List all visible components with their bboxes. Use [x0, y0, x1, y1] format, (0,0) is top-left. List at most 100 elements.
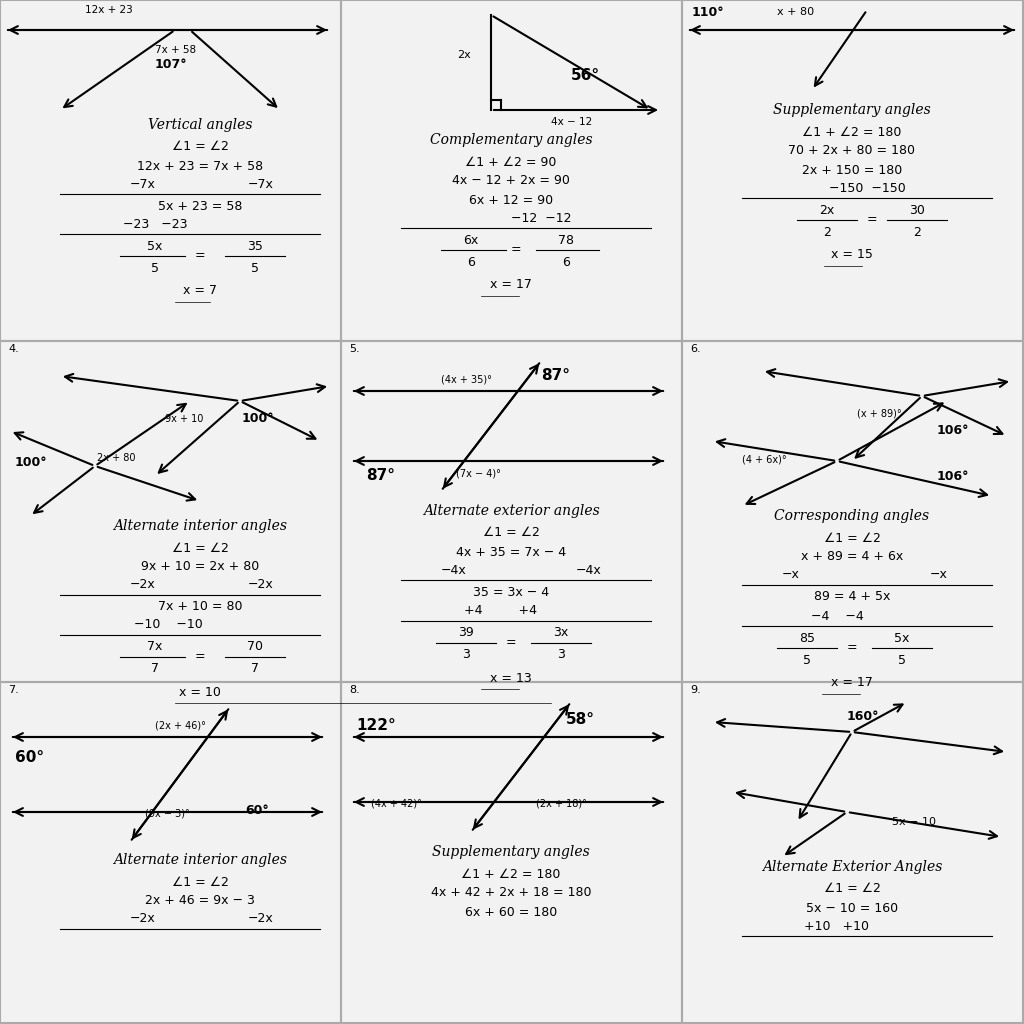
- Text: 12x + 23 = 7x + 58: 12x + 23 = 7x + 58: [137, 160, 263, 172]
- Text: 5: 5: [803, 653, 811, 667]
- Text: (9x − 3)°: (9x − 3)°: [145, 809, 189, 819]
- Text: 2x + 46 = 9x − 3: 2x + 46 = 9x − 3: [145, 895, 255, 907]
- Text: x = 17: x = 17: [831, 677, 872, 689]
- Text: 30: 30: [909, 204, 925, 216]
- Text: ∠1 + ∠2 = 90: ∠1 + ∠2 = 90: [465, 156, 557, 169]
- Text: 2x + 80: 2x + 80: [97, 453, 135, 463]
- Text: 6x: 6x: [464, 233, 478, 247]
- Text: −12  −12: −12 −12: [511, 212, 571, 224]
- Text: 5x + 23 = 58: 5x + 23 = 58: [158, 200, 243, 213]
- Text: +10   +10: +10 +10: [805, 920, 869, 933]
- Text: =: =: [195, 250, 206, 262]
- Text: (7x − 4)°: (7x − 4)°: [456, 468, 501, 478]
- Text: 3: 3: [462, 648, 470, 662]
- Text: −x: −x: [782, 568, 800, 582]
- Text: −4    −4: −4 −4: [811, 609, 863, 623]
- Text: 9.: 9.: [690, 685, 700, 695]
- Text: 6: 6: [467, 256, 475, 268]
- Text: (4 + 6x)°: (4 + 6x)°: [742, 454, 786, 464]
- Text: −4x: −4x: [441, 563, 467, 577]
- Text: −10    −10: −10 −10: [133, 618, 203, 632]
- Text: 87°: 87°: [366, 469, 395, 483]
- Text: 7x + 10 = 80: 7x + 10 = 80: [158, 600, 243, 613]
- Text: 2: 2: [913, 225, 921, 239]
- Text: (2x + 46)°: (2x + 46)°: [155, 720, 206, 730]
- Text: +4         +4: +4 +4: [465, 604, 538, 617]
- Text: x = 10: x = 10: [179, 685, 221, 698]
- Text: Complementary angles: Complementary angles: [430, 133, 592, 147]
- Bar: [0, 682, 341, 1023]
- Bar: [0, 0, 341, 341]
- Text: 110°: 110°: [692, 5, 725, 18]
- Text: −4x: −4x: [575, 563, 602, 577]
- Text: 106°: 106°: [937, 425, 970, 437]
- Text: 70 + 2x + 80 = 180: 70 + 2x + 80 = 180: [788, 144, 915, 158]
- Text: 35 = 3x − 4: 35 = 3x − 4: [473, 586, 549, 598]
- Text: ∠1 = ∠2: ∠1 = ∠2: [172, 876, 228, 889]
- Text: 106°: 106°: [937, 469, 970, 482]
- Text: x + 89 = 4 + 6x: x + 89 = 4 + 6x: [801, 551, 903, 563]
- Text: (x + 89)°: (x + 89)°: [857, 408, 901, 418]
- Text: ∠1 = ∠2: ∠1 = ∠2: [823, 883, 881, 896]
- Text: 89 = 4 + 5x: 89 = 4 + 5x: [814, 591, 890, 603]
- Text: Vertical angles: Vertical angles: [147, 118, 252, 132]
- Text: 2x + 150 = 180: 2x + 150 = 180: [802, 164, 902, 176]
- Text: 4x + 35 = 7x − 4: 4x + 35 = 7x − 4: [456, 546, 566, 558]
- Bar: [0, 341, 341, 682]
- Text: 100°: 100°: [242, 413, 274, 426]
- Bar: [682, 341, 1023, 682]
- Text: 4x − 12 + 2x = 90: 4x − 12 + 2x = 90: [452, 174, 570, 187]
- Text: 6x + 12 = 90: 6x + 12 = 90: [469, 194, 553, 207]
- Text: =: =: [506, 637, 516, 649]
- Text: x = 15: x = 15: [831, 249, 872, 261]
- Text: 2x: 2x: [458, 50, 471, 60]
- Text: −2x: −2x: [248, 579, 273, 592]
- Text: 9x + 10 = 2x + 80: 9x + 10 = 2x + 80: [141, 560, 259, 573]
- Text: x + 80: x + 80: [777, 7, 814, 17]
- Text: Supplementary angles: Supplementary angles: [773, 103, 931, 117]
- Text: 5x − 10: 5x − 10: [892, 817, 936, 827]
- Text: 3: 3: [557, 648, 565, 662]
- Text: Corresponding angles: Corresponding angles: [774, 509, 930, 523]
- Text: Alternate interior angles: Alternate interior angles: [113, 853, 287, 867]
- Text: 7.: 7.: [8, 685, 18, 695]
- Bar: [682, 682, 1023, 1023]
- Text: 7: 7: [151, 663, 159, 676]
- Text: 6.: 6.: [690, 344, 700, 354]
- Text: =: =: [866, 213, 878, 226]
- Text: 4.: 4.: [8, 344, 18, 354]
- Text: 58°: 58°: [566, 713, 595, 727]
- Text: 5: 5: [151, 261, 159, 274]
- Text: Alternate Exterior Angles: Alternate Exterior Angles: [762, 860, 942, 874]
- Text: 60°: 60°: [245, 804, 268, 816]
- Text: Alternate interior angles: Alternate interior angles: [113, 519, 287, 534]
- Text: 6x + 60 = 180: 6x + 60 = 180: [465, 905, 557, 919]
- Text: 4x + 42 + 2x + 18 = 180: 4x + 42 + 2x + 18 = 180: [431, 887, 591, 899]
- Text: 60°: 60°: [15, 750, 44, 765]
- Text: −x: −x: [930, 568, 948, 582]
- Text: −150  −150: −150 −150: [828, 181, 905, 195]
- Text: Supplementary angles: Supplementary angles: [432, 845, 590, 859]
- Text: x = 13: x = 13: [490, 672, 531, 684]
- Text: 160°: 160°: [847, 711, 880, 724]
- Text: −2x: −2x: [248, 912, 273, 926]
- Text: ∠1 = ∠2: ∠1 = ∠2: [482, 526, 540, 540]
- Text: 8.: 8.: [349, 685, 359, 695]
- Text: 5x − 10 = 160: 5x − 10 = 160: [806, 901, 898, 914]
- Text: −23   −23: −23 −23: [123, 217, 187, 230]
- Text: (4x + 42)°: (4x + 42)°: [371, 799, 422, 809]
- Bar: [341, 682, 682, 1023]
- Text: −7x: −7x: [248, 177, 273, 190]
- Text: =: =: [511, 244, 521, 256]
- Text: 5: 5: [251, 261, 259, 274]
- Text: ∠1 + ∠2 = 180: ∠1 + ∠2 = 180: [803, 126, 902, 138]
- Text: −7x: −7x: [130, 177, 156, 190]
- Text: (2x + 18)°: (2x + 18)°: [536, 799, 587, 809]
- Text: 122°: 122°: [356, 718, 395, 732]
- Text: (4x + 35)°: (4x + 35)°: [441, 374, 492, 384]
- Text: x = 17: x = 17: [490, 279, 531, 292]
- Text: 78: 78: [558, 233, 574, 247]
- Text: −2x: −2x: [130, 579, 156, 592]
- Text: ∠1 + ∠2 = 180: ∠1 + ∠2 = 180: [462, 867, 561, 881]
- Text: 5: 5: [898, 653, 906, 667]
